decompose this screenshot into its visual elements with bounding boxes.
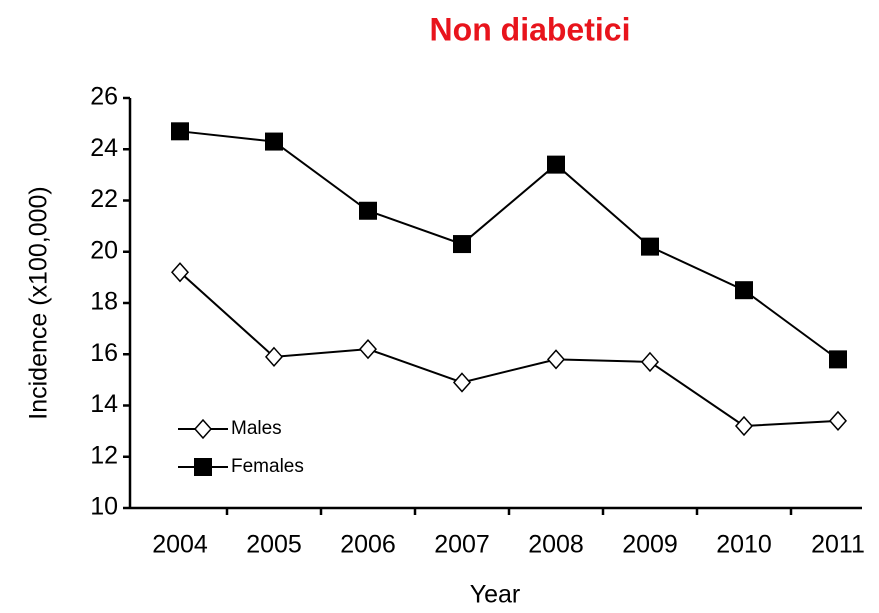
marker: [194, 458, 212, 476]
x-tick-label: 2007: [434, 531, 490, 559]
legend-label: Males: [231, 418, 282, 439]
y-tick-label: 14: [90, 390, 118, 418]
x-tick-label: 2011: [811, 531, 865, 559]
marker: [547, 155, 565, 174]
x-tick-label: 2010: [716, 531, 772, 559]
y-tick-label: 12: [90, 441, 118, 469]
marker: [193, 418, 213, 440]
y-tick-label: 22: [90, 185, 118, 213]
x-axis-label: Year: [470, 581, 521, 609]
marker: [264, 346, 284, 367]
y-tick-label: 18: [90, 288, 118, 316]
series-line: [179, 130, 839, 361]
marker: [359, 201, 377, 220]
series-line: [179, 271, 839, 428]
chart-title: Non diabetici: [430, 11, 631, 47]
x-tick-label: 2009: [622, 531, 678, 559]
marker: [735, 281, 753, 300]
y-tick-label: 26: [90, 83, 118, 111]
x-tick-label: 2006: [340, 531, 396, 559]
y-tick-label: 10: [90, 493, 118, 521]
marker: [171, 122, 189, 141]
marker: [170, 262, 190, 283]
marker: [453, 235, 471, 254]
y-tick-label: 24: [90, 134, 118, 162]
marker: [452, 372, 472, 393]
marker: [640, 351, 660, 373]
marker: [828, 410, 848, 432]
marker: [829, 350, 847, 369]
marker: [734, 415, 754, 437]
y-tick-label: 16: [90, 339, 118, 367]
x-tick-label: 2004: [152, 531, 208, 559]
marker: [641, 237, 659, 256]
x-tick-label: 2008: [528, 531, 584, 559]
x-tick-label: 2005: [246, 531, 302, 559]
marker: [265, 132, 283, 151]
legend-label: Females: [231, 456, 304, 477]
marker: [546, 349, 566, 370]
y-axis-label: Incidence (x100,000): [25, 186, 53, 419]
y-tick-label: 20: [90, 236, 118, 264]
marker: [358, 338, 378, 360]
